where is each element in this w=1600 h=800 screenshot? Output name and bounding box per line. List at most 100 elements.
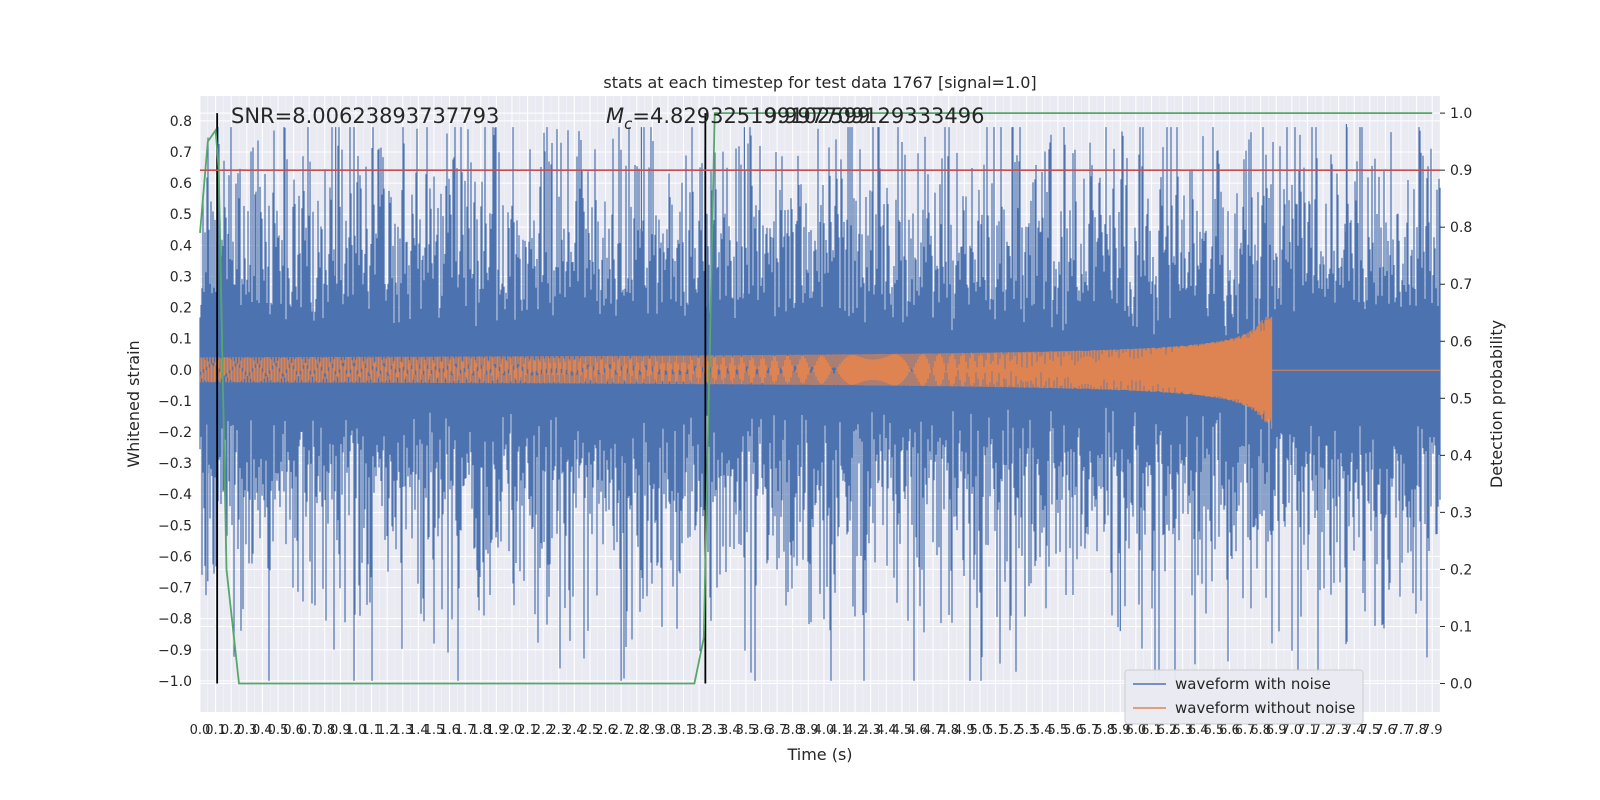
x-tick-label: 3.5 — [736, 723, 757, 738]
right-y-axis-ticks: 1.0 0.9 0.8 0.7 0.6 0.5 0.4 0.3 0.2 0.1 0.0 — [1440, 106, 1472, 692]
y-axis-label: Whitened strain — [124, 340, 143, 467]
x-tick-label: 3.0 — [658, 723, 679, 738]
x-tick-label: 3.6 — [751, 723, 772, 738]
x-tick-label: 1.9 — [486, 723, 507, 738]
y-tick-label: −0.7 — [158, 581, 192, 597]
x-tick-label: 1.5 — [424, 723, 445, 738]
series-waveform-without-noise — [199, 316, 1441, 429]
x-tick-label: 7.9 — [1422, 723, 1443, 738]
x-tick-label: 5.6 — [1063, 723, 1084, 738]
x-tick-label: 5.3 — [1016, 723, 1037, 738]
x-tick-label: 1.3 — [392, 723, 413, 738]
x-tick-label: 1.2 — [377, 723, 398, 738]
x-tick-label: 2.0 — [502, 723, 523, 738]
x-tick-label: 4.5 — [892, 723, 913, 738]
x-tick-label: 0.3 — [236, 723, 257, 738]
x-tick-label: 1.4 — [408, 723, 429, 738]
chirp-mass-subscript: c — [624, 115, 633, 133]
x-tick-label: 0.0 — [190, 723, 211, 738]
x-tick-label: 2.9 — [642, 723, 663, 738]
x-tick-label: 0.9 — [330, 723, 351, 738]
y2-tick-label: 1.0 — [1450, 106, 1472, 122]
x-tick-label: 7.0 — [1281, 723, 1302, 738]
legend-box — [1124, 669, 1364, 725]
y-tick-label: −0.5 — [158, 518, 192, 534]
chart-title: stats at each timestep for test data 176… — [603, 73, 1036, 92]
series-waveform-with-noise — [199, 124, 1441, 681]
y2-tick-label: 0.7 — [1450, 277, 1472, 293]
x-tick-label: 3.2 — [689, 723, 710, 738]
x-tick-label: 4.1 — [829, 723, 850, 738]
x-tick-label: 6.0 — [1126, 723, 1147, 738]
x-tick-label: 4.4 — [876, 723, 897, 738]
y-tick-label: 0.3 — [170, 269, 192, 285]
x-tick-label: 1.0 — [346, 723, 367, 738]
x-tick-label: 7.3 — [1328, 723, 1349, 738]
y2-tick-label: 0.0 — [1450, 676, 1472, 692]
overlap-annotation: 9.997709129333496 — [764, 104, 984, 128]
x-tick-label: 3.7 — [767, 723, 788, 738]
x-tick-label: 0.6 — [283, 723, 304, 738]
x-tick-label: 3.8 — [782, 723, 803, 738]
x-tick-label: 0.1 — [205, 723, 226, 738]
x-tick-label: 1.1 — [361, 723, 382, 738]
x-axis-ticks: 0.00.10.20.30.40.50.60.70.80.91.01.11.21… — [190, 723, 1443, 738]
x-tick-label: 7.8 — [1406, 723, 1427, 738]
chirp-mass-annotation: Mc=4.829325199102599 — [606, 104, 870, 133]
y2-axis-label: Detection probability — [1487, 320, 1506, 488]
y-tick-label: −0.9 — [158, 643, 192, 659]
legend-label-clean: waveform without noise — [1175, 699, 1355, 717]
snr-annotation: SNR=8.00623893737793 — [231, 104, 499, 128]
y2-tick-label: 0.9 — [1450, 163, 1472, 179]
x-tick-label: 0.2 — [221, 723, 242, 738]
x-tick-label: 5.7 — [1079, 723, 1100, 738]
x-tick-label: 6.5 — [1203, 723, 1224, 738]
x-tick-label: 0.8 — [314, 723, 335, 738]
x-tick-label: 5.5 — [1048, 723, 1069, 738]
y2-tick-label: 0.2 — [1450, 562, 1472, 578]
detection-probability-path — [199, 112, 1433, 685]
y-tick-label: 0.6 — [170, 176, 192, 192]
x-tick-label: 0.5 — [268, 723, 289, 738]
x-tick-label: 6.2 — [1157, 723, 1178, 738]
x-tick-label: 2.3 — [548, 723, 569, 738]
legend-label-noisy: waveform with noise — [1175, 675, 1331, 693]
x-tick-label: 2.5 — [580, 723, 601, 738]
x-tick-label: 7.2 — [1313, 723, 1334, 738]
x-tick-label: 2.7 — [611, 723, 632, 738]
x-tick-label: 5.9 — [1110, 723, 1131, 738]
y-tick-label: 0.1 — [170, 332, 192, 348]
x-tick-label: 6.3 — [1172, 723, 1193, 738]
y-tick-label: 0.4 — [170, 238, 192, 254]
x-tick-label: 5.4 — [1032, 723, 1053, 738]
x-tick-label: 7.6 — [1375, 723, 1396, 738]
x-tick-label: 6.9 — [1266, 723, 1287, 738]
y-tick-label: 0.8 — [170, 114, 192, 130]
x-tick-label: 4.8 — [938, 723, 959, 738]
x-tick-label: 6.1 — [1141, 723, 1162, 738]
x-tick-label: 2.8 — [626, 723, 647, 738]
y-tick-label: 0.0 — [170, 363, 192, 379]
y2-tick-label: 0.8 — [1450, 220, 1472, 236]
y-tick-label: −0.1 — [158, 394, 192, 410]
x-tick-label: 3.4 — [720, 723, 741, 738]
x-tick-label: 7.5 — [1359, 723, 1380, 738]
x-tick-label: 3.3 — [704, 723, 725, 738]
y-tick-label: −0.4 — [158, 487, 192, 503]
legend: waveform with noise waveform without noi… — [1124, 669, 1364, 725]
x-tick-label: 2.4 — [564, 723, 585, 738]
y2-tick-label: 0.6 — [1450, 334, 1472, 350]
y2-tick-label: 0.5 — [1450, 391, 1472, 407]
x-tick-label: 1.7 — [455, 723, 476, 738]
chirp-mass-symbol: M — [606, 104, 624, 128]
x-tick-label: 4.7 — [923, 723, 944, 738]
y2-tick-label: 0.3 — [1450, 505, 1472, 521]
x-tick-label: 3.1 — [673, 723, 694, 738]
y-tick-label: −0.3 — [158, 456, 192, 472]
x-tick-label: 0.4 — [252, 723, 273, 738]
x-tick-label: 2.2 — [533, 723, 554, 738]
y-tick-label: 0.7 — [170, 145, 192, 161]
x-tick-label: 4.3 — [860, 723, 881, 738]
clean-waveform-path — [199, 316, 1441, 429]
